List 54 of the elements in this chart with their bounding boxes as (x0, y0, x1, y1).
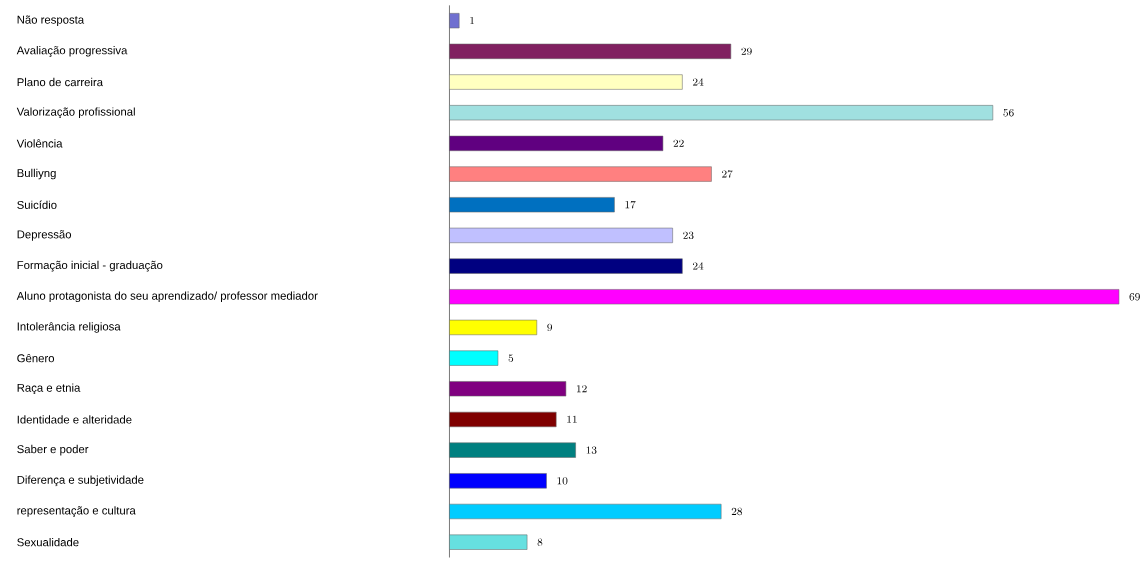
y-tick-label: Saber e poder (17, 445, 89, 456)
data-label: 28 (731, 508, 743, 516)
bar (449, 289, 1120, 305)
bar (449, 44, 732, 60)
data-label: 24 (692, 262, 704, 270)
data-label: 1 (470, 17, 474, 25)
y-tick-label: Avaliação progressiva (16, 46, 128, 57)
data-label: 5 (508, 354, 514, 363)
bar (449, 504, 722, 520)
data-label: 24 (692, 78, 704, 86)
y-tick-label: Plano de carreira (17, 78, 104, 87)
data-label: 11 (567, 416, 577, 424)
data-label: 12 (576, 385, 587, 393)
y-tick-label: Diferença e subjetividade (17, 475, 144, 487)
y-tick-label: Raça e etnia (17, 383, 81, 395)
y-tick-label: Bulliyng (17, 169, 56, 180)
bar (449, 473, 547, 489)
y-tick-label: Gênero (17, 354, 55, 363)
bar (449, 534, 528, 551)
y-tick-label: Depressão (17, 230, 72, 241)
y-tick-label: Sexualidade (17, 538, 79, 547)
bar (449, 136, 664, 152)
data-label: 13 (586, 446, 597, 455)
bar (449, 228, 673, 244)
data-label: 22 (673, 139, 684, 148)
bar (449, 350, 499, 366)
bar (449, 381, 567, 397)
y-tick-label: Identidade e alteridade (17, 415, 132, 424)
y-tick-label: Valorização profissional (16, 107, 135, 119)
data-label: 27 (722, 170, 733, 178)
data-label: 8 (537, 538, 543, 547)
y-tick-label: Suicídio (17, 200, 57, 210)
data-label: 23 (683, 232, 694, 240)
bar (449, 13, 460, 29)
bar (449, 197, 615, 213)
y-tick-label: representação e cultura (17, 506, 136, 518)
data-label: 9 (547, 324, 553, 332)
bar (449, 166, 712, 182)
y-tick-label: Violência (16, 139, 63, 148)
data-label: 17 (625, 201, 636, 209)
data-label: 56 (1003, 109, 1014, 117)
y-tick-label: Intolerância religiosa (17, 322, 121, 333)
data-label: 29 (741, 47, 752, 56)
y-tick-label: Formação inicial - graduação (17, 261, 163, 272)
bar (449, 74, 683, 90)
bar (449, 258, 683, 274)
bar (449, 105, 994, 121)
bar (449, 442, 576, 458)
y-tick-label: Não resposta (17, 15, 85, 27)
data-label: 69 (1129, 293, 1140, 301)
bar (449, 412, 557, 428)
y-tick-label: Aluno protagonista do seu aprendizado/ professor mediador (16, 291, 318, 303)
data-label: 10 (557, 477, 568, 485)
bar (449, 320, 538, 336)
